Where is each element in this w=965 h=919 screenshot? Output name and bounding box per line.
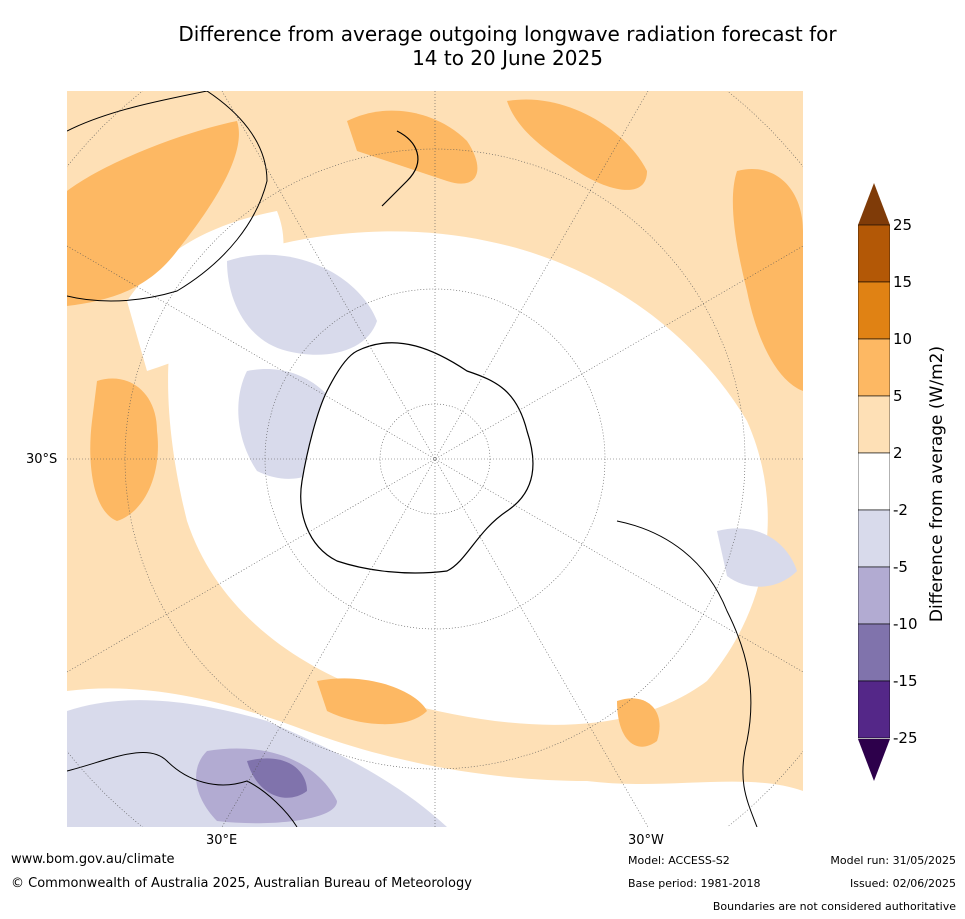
colorbar-cells	[858, 224, 890, 739]
colorbar-cell	[858, 338, 890, 397]
positive-anomaly-south-2	[617, 698, 660, 747]
colorbar-tick-label: 2	[893, 444, 903, 462]
model-run-text: Model run: 31/05/2025	[830, 854, 956, 867]
antarctica-outline	[300, 342, 534, 574]
colorbar-cell	[858, 281, 890, 340]
colorbar-cell	[858, 509, 890, 568]
neutral-region-west	[127, 211, 284, 371]
polar-map	[67, 91, 803, 827]
africa-coastline	[67, 752, 298, 827]
colorbar-cell	[858, 566, 890, 625]
model-text: Model: ACCESS-S2	[628, 854, 730, 867]
longitude-label-30w: 30°W	[628, 833, 664, 848]
colorbar-cell	[858, 452, 890, 511]
colorbar-tick-label: 15	[893, 273, 913, 291]
colorbar-tick-label: -2	[893, 501, 908, 519]
positive-anomaly-west	[90, 378, 158, 521]
map-svg	[67, 91, 803, 827]
longitude-label-30e: 30°E	[206, 833, 238, 848]
new-zealand-coastline	[381, 130, 419, 207]
colorbar-cell	[858, 395, 890, 454]
positive-anomaly-north	[507, 99, 647, 190]
latitude-label-30s: 30°S	[26, 452, 58, 467]
website-link[interactable]: www.bom.gov.au/climate	[11, 852, 175, 867]
colorbar-label: Difference from average (W/m2)	[927, 345, 947, 623]
graticule	[67, 91, 803, 827]
colorbar-tick-label: -10	[893, 615, 918, 633]
positive-anomaly-nz	[347, 110, 478, 184]
title-line-2: 14 to 20 June 2025	[412, 46, 603, 70]
base-period-text: Base period: 1981-2018	[628, 877, 761, 890]
colorbar-tick-label: 5	[893, 387, 903, 405]
colorbar-cell	[858, 224, 890, 283]
positive-anomaly-south-1	[317, 678, 427, 725]
title-line-1: Difference from average outgoing longwav…	[178, 22, 837, 46]
colorbar-tick-label: -5	[893, 558, 908, 576]
positive-anomaly-nw	[67, 121, 239, 306]
negative-anomaly-core	[247, 758, 307, 798]
copyright-text: © Commonwealth of Australia 2025, Austra…	[11, 876, 472, 891]
disclaimer-text: Boundaries are not considered authoritat…	[712, 900, 956, 913]
negative-anomaly-1	[227, 254, 377, 355]
positive-anomaly-east	[732, 169, 803, 391]
south-america-coastline	[616, 520, 758, 827]
map-title: Difference from average outgoing longwav…	[0, 22, 965, 70]
colorbar-extend-top	[858, 183, 890, 225]
colorbar-tick-label: -25	[893, 729, 918, 747]
colorbar	[858, 183, 890, 781]
issued-text: Issued: 02/06/2025	[849, 877, 956, 890]
colorbar-cell	[858, 623, 890, 682]
colorbar-extend-bottom	[858, 739, 890, 781]
negative-anomaly-east	[717, 528, 797, 587]
australia-coastline	[67, 91, 268, 302]
colorbar-tick-label: 25	[893, 216, 913, 234]
colorbar-tick-label: 10	[893, 330, 913, 348]
colorbar-tick-label: -15	[893, 672, 918, 690]
colorbar-cell	[858, 680, 890, 739]
